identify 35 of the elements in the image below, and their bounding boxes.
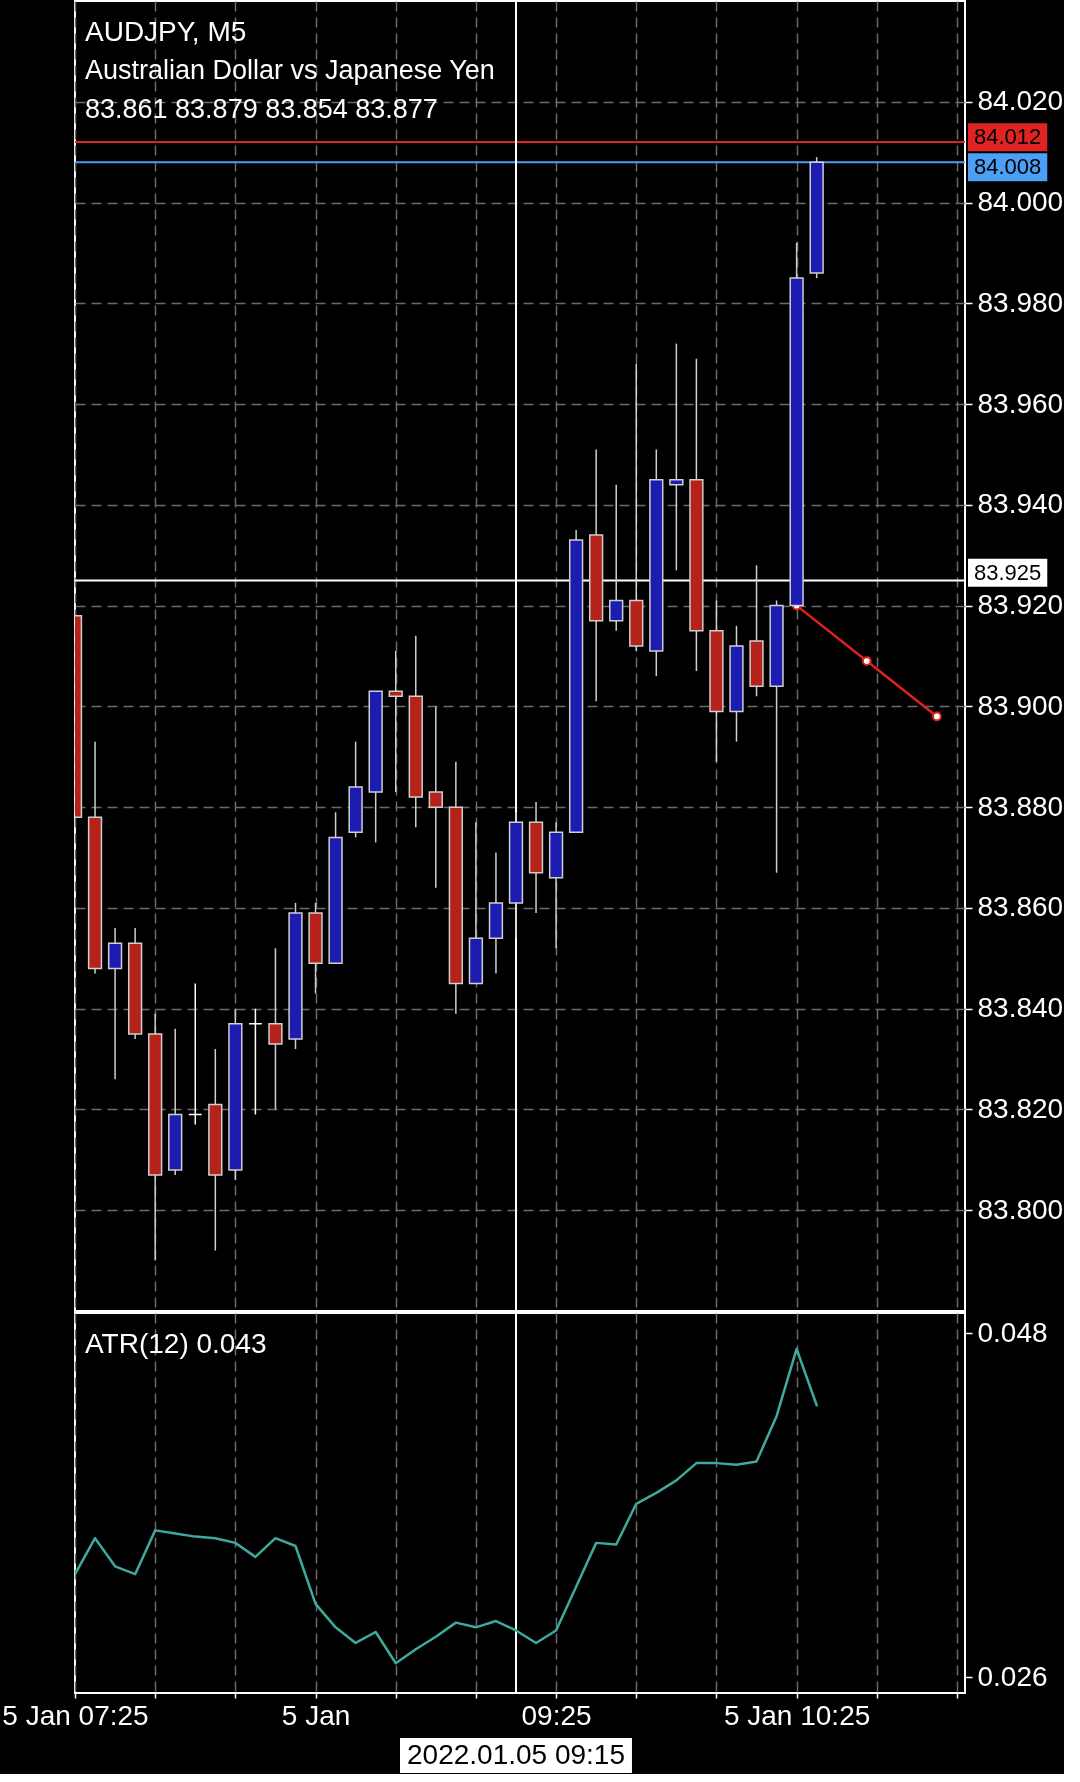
candlestick: [248, 1007, 263, 1116]
y-tick-label: 83.900: [977, 689, 1064, 721]
candlestick: [669, 342, 684, 572]
candlestick: [609, 483, 624, 632]
candlestick: [388, 650, 403, 793]
ref-line-label: 84.012: [974, 124, 1042, 150]
x-tick-label: 5 Jan 07:25: [2, 1699, 149, 1731]
text: Australian Dollar vs Japanese Yen: [85, 55, 495, 85]
y-tick-label: 83.920: [977, 589, 1064, 621]
y-tick-label: 83.880: [977, 790, 1064, 822]
y-tick-label: 84.020: [977, 85, 1064, 117]
candlestick: [268, 947, 283, 1111]
y-tick-label: 83.940: [977, 488, 1064, 520]
text: ATR(12) 0.043: [85, 1328, 267, 1359]
x-tick-label: 09:25: [521, 1699, 592, 1731]
y-tick-label: 83.860: [977, 891, 1064, 923]
y-tick-label: 83.840: [977, 992, 1064, 1024]
y-tick-label: 0.048: [977, 1316, 1048, 1348]
y-tick-label: 0.026: [977, 1660, 1048, 1692]
text: AUDJPY, M5: [85, 16, 247, 47]
y-tick-label: 83.980: [977, 286, 1064, 318]
annotation: 83.861 83.879 83.854 83.877: [85, 94, 438, 124]
y-tick-label: 84.000: [977, 186, 1064, 218]
point: [861, 656, 872, 666]
y-tick-label: 83.960: [977, 387, 1064, 419]
point: [932, 711, 942, 722]
candlestick: [428, 705, 443, 889]
y-tick-label: 83.820: [977, 1092, 1064, 1124]
ref-line-label: 84.008: [974, 154, 1042, 180]
candlestick: [188, 982, 203, 1126]
ref-line-label: 2022.01.05 09:15: [407, 1739, 625, 1770]
x-tick-label: 5 Jan: [281, 1699, 351, 1731]
x-tick-label: 5 Jan 10:25: [723, 1699, 871, 1731]
ref-line-label: 83.925: [974, 559, 1042, 585]
y-tick-label: 83.800: [977, 1193, 1064, 1225]
